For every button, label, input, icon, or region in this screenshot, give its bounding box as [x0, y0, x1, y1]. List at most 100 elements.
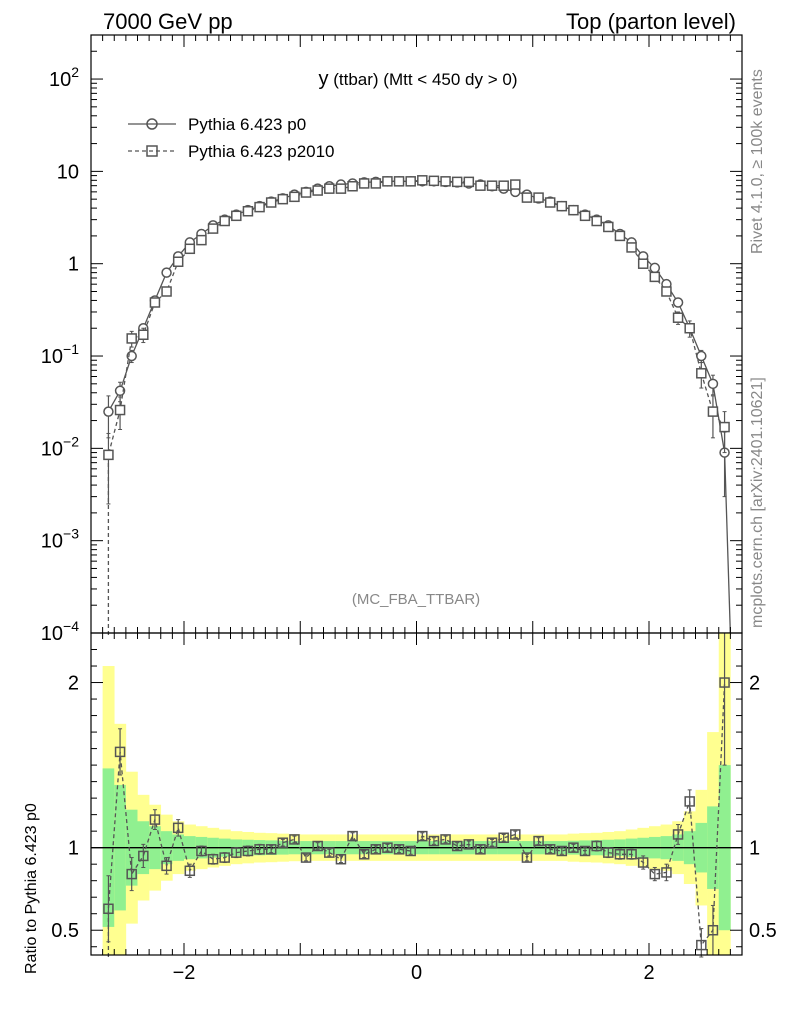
- data-point-p2010: [556, 200, 568, 212]
- ratio-data-point: [603, 847, 614, 858]
- y-tick-label: 10−1: [41, 341, 79, 368]
- ratio-data-point: [184, 865, 196, 877]
- y-tick-label-base: 10: [41, 346, 63, 368]
- data-point-p2010: [486, 180, 498, 191]
- ratio-y-tick-label-right: 2: [749, 673, 760, 695]
- data-point-p0: [114, 385, 126, 397]
- ratio-data-point: [591, 840, 602, 852]
- data-point-p2010: [324, 183, 335, 194]
- ratio-y-tick-label-right: 0.5: [749, 920, 777, 942]
- y-tick-label-base: 10: [49, 69, 71, 91]
- ratio-data-point: [114, 746, 126, 758]
- x-tick-label: −2: [173, 962, 196, 984]
- y-tick-label-base: 10: [41, 531, 63, 553]
- watermark: (MC_FBA_TTBAR): [352, 591, 480, 608]
- main-data-layer: [103, 175, 732, 636]
- data-point-p2010: [463, 176, 475, 188]
- data-point-p0: [672, 297, 684, 308]
- ratio-bands: [102, 633, 731, 955]
- ratio-data-point: [533, 835, 544, 847]
- data-point-p2010: [510, 179, 521, 190]
- ratio-data-point: [289, 834, 300, 845]
- legend-label-p0: Pythia 6.423 p0: [188, 115, 306, 134]
- y-tick-label-exp: −4: [63, 618, 79, 634]
- ratio-data-point: [347, 830, 358, 842]
- data-point-p2010: [184, 243, 196, 255]
- header-right: Top (parton level): [566, 9, 736, 34]
- mcplots-label: mcplots.cern.ch [arXiv:2401.10621]: [749, 377, 766, 628]
- ratio-data-point: [696, 939, 707, 951]
- data-point-p2010: [219, 215, 230, 227]
- ratio-panel: 0.5 0.5 1 1 2 2 −2 0 2 Ratio to Pythia 6.423 p0: [23, 632, 777, 984]
- data-point-p2010: [242, 205, 254, 217]
- data-point-p2010: [719, 421, 730, 433]
- data-point-p2010: [312, 185, 323, 196]
- series-p0-line: [107, 180, 732, 636]
- data-point-p2010: [370, 178, 382, 189]
- ratio-data-point: [614, 849, 626, 860]
- ratio-data-point: [661, 867, 672, 878]
- data-point-p0: [707, 378, 719, 390]
- ratio-data-point: [300, 852, 312, 863]
- ratio-data-point: [126, 868, 137, 880]
- ratio-data-point: [649, 868, 661, 880]
- data-point-p2010: [405, 176, 416, 187]
- y-tick-label: 10: [57, 161, 79, 183]
- legend-marker-p0: [146, 118, 158, 130]
- ratio-tick-labels: 0.5 0.5 1 1 2 2 −2 0 2: [51, 673, 777, 984]
- data-point-p2010: [544, 197, 556, 208]
- ratio-data-point: [417, 830, 428, 842]
- ratio-data-point: [196, 845, 207, 857]
- y-tick-label: 10−4: [41, 618, 79, 645]
- ratio-data-point: [312, 840, 323, 852]
- y-tick-label-exp: −1: [63, 341, 79, 357]
- ratio-data-point: [672, 829, 684, 840]
- ratio-data-point: [138, 850, 149, 862]
- ratio-data-point: [637, 857, 649, 868]
- ratio-data-point: [254, 844, 265, 855]
- header-left: 7000 GeV pp: [103, 9, 233, 34]
- ratio-data-point: [684, 796, 695, 807]
- y-tick-label: 1: [68, 254, 79, 276]
- ratio-data-point: [544, 844, 556, 855]
- data-point-p2010: [451, 176, 463, 188]
- y-tick-label-exp: −3: [63, 526, 79, 542]
- ratio-data-point: [556, 845, 568, 857]
- ratio-data-point: [219, 852, 230, 863]
- data-point-p2010: [428, 175, 440, 187]
- main-ticks: [90, 34, 743, 634]
- plot-title-main: y: [319, 68, 329, 90]
- plot-title: y (ttbar) (Mtt < 450 dy > 0): [319, 68, 518, 90]
- ratio-data-layer: [91, 632, 742, 958]
- data-point-p2010: [277, 193, 289, 205]
- data-point-p2010: [207, 223, 219, 234]
- ratio-data-point: [161, 860, 172, 872]
- data-point-p2010: [382, 176, 393, 187]
- data-point-p2010: [603, 221, 614, 233]
- data-point-p2010: [126, 333, 137, 344]
- ratio-data-point: [149, 814, 161, 825]
- data-point-p2010: [626, 242, 637, 253]
- ratio-data-point: [568, 842, 579, 853]
- ratio-data-point: [521, 852, 533, 863]
- ratio-data-point: [277, 837, 289, 848]
- ratio-data-point: [428, 835, 440, 847]
- data-point-p2010: [417, 175, 428, 186]
- data-point-p2010: [498, 180, 509, 191]
- y-tick-label: 10−3: [41, 526, 79, 553]
- data-point-p2010: [103, 449, 114, 461]
- ratio-series-line: [107, 682, 726, 957]
- data-point-p2010: [637, 258, 649, 269]
- data-point-p2010: [149, 297, 161, 308]
- y-tick-label-base: 10: [41, 438, 63, 460]
- ratio-data-point: [626, 849, 637, 860]
- data-point-p2010: [358, 178, 370, 189]
- data-point-p0: [696, 350, 707, 362]
- data-point-p0: [161, 267, 172, 278]
- data-point-p2010: [579, 210, 591, 222]
- ratio-y-tick-label-left: 1: [68, 838, 79, 860]
- data-point-p2010: [300, 187, 312, 198]
- legend-label-p2010: Pythia 6.423 p2010: [188, 142, 335, 161]
